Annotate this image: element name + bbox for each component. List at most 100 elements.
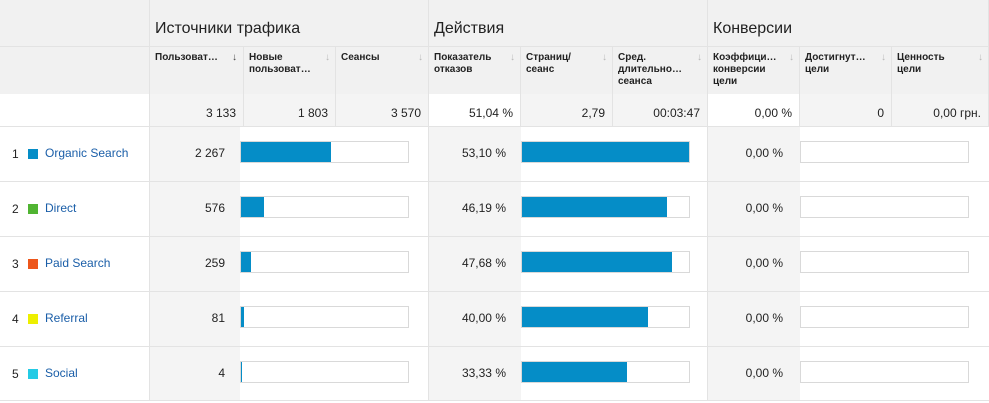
series-color-swatch-icon (28, 149, 38, 159)
bounce-cell: 46,19 % (429, 182, 521, 236)
bounce-value: 47,68 % (461, 256, 506, 270)
group-header-traffic: Источники трафика (150, 0, 429, 46)
column-header-users[interactable]: Пользоват… ↓ (150, 46, 244, 94)
column-header-goal-value[interactable]: Ценность цели ↓ (892, 46, 989, 94)
source-link[interactable]: Social (45, 366, 78, 380)
source-cell: 4 Referral (0, 292, 150, 346)
bounce-bar-cell (521, 237, 708, 291)
conversion-bar-track (800, 251, 969, 273)
conversion-bar-cell (800, 292, 989, 346)
bounce-bar-cell (521, 127, 708, 181)
column-header-avg-duration[interactable]: Сред. длительно… сеанса ↓ (613, 46, 708, 94)
conversion-bar-cell (800, 127, 989, 181)
bounce-value: 33,33 % (461, 366, 506, 380)
bounce-value: 46,19 % (461, 201, 506, 215)
table-row: 5 Social 4 33,33 % 0,00 % (0, 346, 989, 401)
column-header-pages-per-session[interactable]: Страниц/ сеанс ↓ (521, 46, 613, 94)
sort-arrow-icon[interactable]: ↓ (978, 52, 983, 63)
total-new-users: 1 803 (244, 94, 336, 126)
conversion-cell: 0,00 % (708, 237, 800, 291)
bounce-value: 40,00 % (461, 311, 506, 325)
series-color-swatch-icon (28, 259, 38, 269)
column-header-goal-completions[interactable]: Достигнут… цели ↓ (800, 46, 892, 94)
sort-arrow-icon[interactable]: ↓ (325, 52, 330, 63)
users-bar-cell (240, 237, 429, 291)
column-header-label: Коэффици… конверсии цели (713, 52, 777, 87)
column-header-conversion-rate[interactable]: Коэффици… конверсии цели ↓ (708, 46, 800, 94)
users-cell: 259 (150, 237, 240, 291)
users-bar-fill (241, 307, 245, 327)
conversion-cell: 0,00 % (708, 182, 800, 236)
table-row: 3 Paid Search 259 47,68 % 0,00 % (0, 236, 989, 291)
conversion-bar-track (800, 361, 969, 383)
table-row: 1 Organic Search 2 267 53,10 % 0,00 % (0, 126, 989, 181)
bounce-cell: 53,10 % (429, 127, 521, 181)
bounce-bar-cell (521, 347, 708, 401)
table-row: 4 Referral 81 40,00 % 0,00 % (0, 291, 989, 346)
users-cell: 81 (150, 292, 240, 346)
users-bar-track (240, 361, 409, 383)
sort-arrow-icon[interactable]: ↓ (602, 52, 607, 63)
sort-arrow-icon[interactable]: ↓ (510, 52, 515, 63)
total-avg-duration: 00:03:47 (613, 94, 708, 126)
source-cell: 2 Direct (0, 182, 150, 236)
total-conversion-rate: 0,00 % (708, 94, 800, 126)
series-color-swatch-icon (28, 314, 38, 324)
conversion-value: 0,00 % (745, 311, 783, 325)
users-bar-fill (241, 142, 331, 162)
users-value: 4 (218, 366, 225, 380)
conversion-bar-cell (800, 347, 989, 401)
total-sessions: 3 570 (336, 94, 429, 126)
bounce-bar-fill (522, 307, 648, 327)
column-header-new-users[interactable]: Новые пользоват… ↓ (244, 46, 336, 94)
users-bar-fill (241, 252, 252, 272)
users-bar-fill (241, 197, 264, 217)
column-header-label: Новые пользоват… (249, 52, 311, 75)
series-color-swatch-icon (28, 204, 38, 214)
conversion-cell: 0,00 % (708, 347, 800, 401)
users-bar-track (240, 141, 409, 163)
conversion-bar-track (800, 196, 969, 218)
total-users: 3 133 (150, 94, 244, 126)
conversion-bar-track (800, 306, 969, 328)
column-header-label: Страниц/ сеанс (526, 52, 571, 75)
users-bar-cell (240, 182, 429, 236)
source-link[interactable]: Organic Search (45, 146, 129, 160)
sort-arrow-icon[interactable]: ↓ (232, 52, 237, 63)
bounce-bar-cell (521, 292, 708, 346)
source-cell: 5 Social (0, 347, 150, 401)
sort-arrow-icon[interactable]: ↓ (789, 52, 794, 63)
users-value: 2 267 (194, 146, 225, 160)
sort-arrow-icon[interactable]: ↓ (697, 52, 702, 63)
row-index: 5 (12, 367, 19, 381)
source-link[interactable]: Referral (45, 311, 88, 325)
conversion-cell: 0,00 % (708, 292, 800, 346)
series-color-swatch-icon (28, 369, 38, 379)
total-goal-completions: 0 (800, 94, 892, 126)
bounce-bar-fill (522, 252, 672, 272)
bounce-value: 53,10 % (461, 146, 506, 160)
users-cell: 576 (150, 182, 240, 236)
sort-arrow-icon[interactable]: ↓ (418, 52, 423, 63)
group-title-traffic: Источники трафика (155, 20, 301, 37)
users-value: 576 (204, 201, 225, 215)
row-index: 1 (12, 147, 19, 161)
source-link[interactable]: Direct (45, 201, 77, 215)
column-header-sessions[interactable]: Сеансы ↓ (336, 46, 429, 94)
total-goal-value: 0,00 грн. (892, 94, 989, 126)
source-link[interactable]: Paid Search (45, 256, 111, 270)
table-bottom-border (0, 400, 989, 401)
users-cell: 2 267 (150, 127, 240, 181)
table-row: 2 Direct 576 46,19 % 0,00 % (0, 181, 989, 236)
bounce-bar-track (521, 196, 690, 218)
column-header-label: Сеансы (341, 52, 380, 63)
sort-arrow-icon[interactable]: ↓ (881, 52, 886, 63)
column-header-bounce-rate[interactable]: Показатель отказов ↓ (429, 46, 521, 94)
users-bar-track (240, 251, 409, 273)
bounce-cell: 33,33 % (429, 347, 521, 401)
bounce-bar-track (521, 251, 690, 273)
row-index: 2 (12, 202, 19, 216)
users-bar-cell (240, 127, 429, 181)
conversion-cell: 0,00 % (708, 127, 800, 181)
